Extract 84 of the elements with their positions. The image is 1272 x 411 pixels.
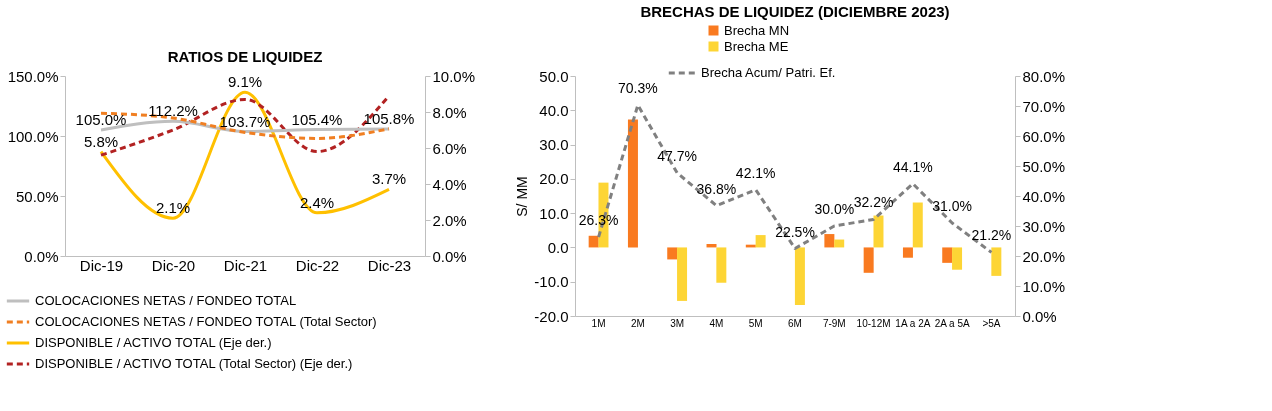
bar — [991, 247, 1002, 276]
y2-tick-label: 80.0% — [1022, 67, 1066, 85]
data-label: 36.8% — [696, 180, 737, 197]
bar — [667, 247, 678, 260]
y2-tick-label: 2.0% — [432, 211, 467, 229]
bar — [824, 234, 835, 248]
data-label: 105.0% — [75, 111, 127, 128]
data-label: 9.1% — [227, 73, 263, 91]
y2-tick-label: 10.0% — [1022, 277, 1066, 295]
y-tick-label: 10.0 — [539, 204, 569, 222]
x-tick-label: 3M — [670, 317, 685, 329]
y2-tick-label: 6.0% — [432, 139, 467, 157]
y-tick-label: 30.0 — [539, 136, 569, 154]
y-tick-label: 150.0% — [7, 67, 59, 85]
x-tick-label: >5A — [982, 317, 1001, 329]
bar — [912, 202, 923, 248]
y-tick-label: 50.0 — [539, 67, 569, 85]
y-tick-label: 100.0% — [7, 127, 59, 145]
y2-tick-label: 0.0% — [1022, 307, 1057, 325]
legend-label: Brecha ME — [724, 38, 789, 54]
y2-tick-label: 4.0% — [432, 175, 467, 193]
data-label: 44.1% — [893, 158, 933, 175]
legend-label: DISPONIBLE / ACTIVO TOTAL (Total Sector) (Eje der.) — [35, 356, 353, 371]
y2-tick-label: 10.0% — [432, 67, 476, 85]
bar — [942, 247, 953, 263]
x-tick-label: 2A a 5A — [934, 317, 970, 329]
y2-tick-label: 70.0% — [1022, 97, 1066, 115]
bar — [755, 235, 766, 248]
y2-tick-label: 40.0% — [1022, 187, 1066, 205]
data-label: 47.7% — [657, 147, 697, 164]
x-tick-label: 10-12M — [856, 317, 891, 329]
y2-tick-label: 20.0% — [1022, 247, 1066, 265]
x-tick-label: 6M — [788, 317, 802, 329]
data-label: 22.5% — [775, 223, 815, 240]
x-tick-label: 1M — [591, 317, 606, 329]
bar — [902, 247, 913, 258]
legend-label: COLOCACIONES NETAS / FONDEO TOTAL (Total Sector) — [35, 314, 377, 329]
data-label: 105.4% — [291, 110, 343, 128]
y-tick-label: 20.0 — [539, 170, 569, 188]
data-label: 3.7% — [371, 170, 407, 188]
y2-tick-label: 0.0% — [432, 247, 467, 265]
y2-tick-label: 60.0% — [1022, 127, 1066, 145]
x-tick-label: Dic-21 — [223, 256, 268, 274]
x-tick-label: 7-9M — [822, 317, 846, 329]
y2-tick-label: 30.0% — [1022, 217, 1066, 235]
legend-label: DISPONIBLE / ACTIVO TOTAL (Eje der.) — [35, 335, 272, 350]
y2-tick-label: 50.0% — [1022, 157, 1066, 175]
bar — [627, 119, 638, 248]
y2-tick-label: 8.0% — [432, 103, 467, 121]
data-label: 105.8% — [363, 110, 415, 128]
bar — [863, 247, 874, 273]
y-tick-label: -20.0 — [534, 307, 569, 325]
bar — [952, 247, 963, 270]
data-label: 31.0% — [932, 198, 972, 214]
legend-label: Brecha MN — [724, 22, 790, 38]
x-tick-label: Dic-20 — [151, 256, 196, 274]
bar — [873, 215, 884, 248]
legend-label: Brecha Acum/ Patri. Ef. — [701, 65, 836, 80]
data-label: 112.2% — [148, 102, 198, 120]
bar — [716, 247, 727, 283]
chart-title: RATIOS DE LIQUIDEZ — [167, 48, 323, 65]
data-label: 32.2% — [853, 194, 894, 211]
data-label: 21.2% — [971, 227, 1012, 244]
y-axis-title: S/ MM — [514, 176, 531, 217]
y-tick-label: 40.0 — [539, 101, 569, 119]
bar — [794, 247, 805, 306]
x-tick-label: Dic-23 — [367, 256, 412, 274]
y-tick-label: 0.0 — [547, 238, 569, 256]
y-tick-label: 0.0% — [24, 247, 59, 265]
bar — [677, 247, 688, 301]
chart-title: BRECHAS DE LIQUIDEZ (DICIEMBRE 2023) — [640, 3, 950, 20]
x-tick-label: 5M — [748, 317, 763, 329]
y-tick-label: -10.0 — [534, 273, 569, 291]
y-tick-label: 50.0% — [15, 187, 59, 205]
x-tick-label: 2M — [630, 317, 645, 329]
x-tick-label: Dic-19 — [79, 256, 124, 274]
data-label: 30.0% — [814, 201, 855, 217]
x-tick-label: 4M — [709, 317, 724, 329]
x-tick-label: Dic-22 — [295, 256, 340, 274]
data-label: 5.8% — [83, 132, 119, 150]
data-label: 70.3% — [618, 80, 658, 97]
data-label: 42.1% — [735, 164, 776, 181]
legend-label: COLOCACIONES NETAS / FONDEO TOTAL — [35, 293, 297, 308]
x-tick-label: 1A a 2A — [895, 317, 931, 329]
